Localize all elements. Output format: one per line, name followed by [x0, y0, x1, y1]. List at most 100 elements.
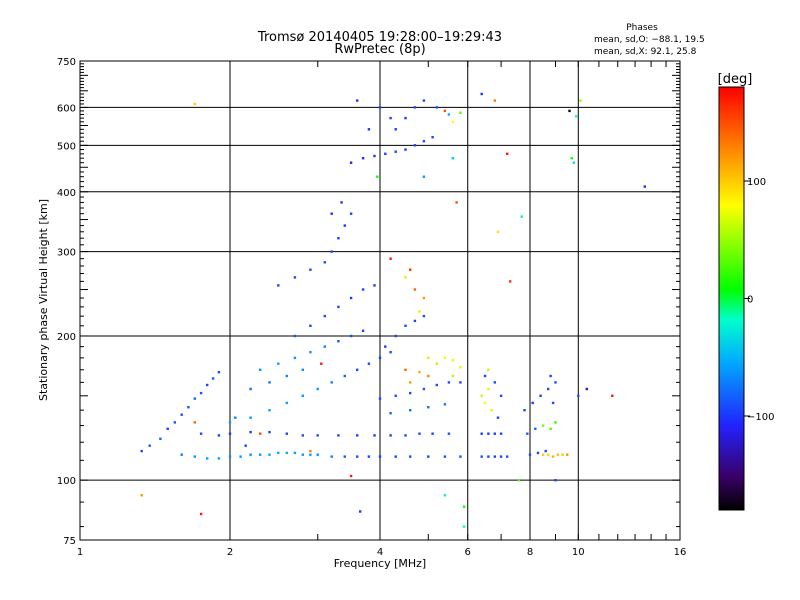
- data-point: [217, 457, 221, 460]
- data-point: [323, 345, 326, 348]
- data-point: [285, 374, 288, 378]
- data-point: [293, 276, 297, 279]
- data-point: [343, 374, 346, 378]
- x-tick-label: 2: [227, 547, 233, 558]
- data-point: [541, 453, 545, 456]
- data-point: [206, 383, 209, 387]
- data-point: [517, 479, 521, 482]
- data-point: [228, 432, 232, 435]
- data-point: [574, 115, 578, 118]
- data-point: [268, 430, 271, 434]
- data-point: [551, 455, 555, 458]
- data-point: [293, 356, 297, 360]
- data-point: [431, 136, 434, 139]
- data-point: [259, 453, 262, 456]
- data-point: [566, 453, 569, 456]
- y-axis-label: Stationary phase Virtual Height [km]: [37, 199, 50, 401]
- data-point: [309, 453, 312, 456]
- data-point: [211, 377, 215, 380]
- data-point: [544, 449, 547, 453]
- grid-lines: [80, 61, 680, 540]
- data-point: [309, 268, 312, 271]
- data-point: [561, 453, 564, 456]
- data-point: [301, 368, 304, 371]
- data-point: [394, 394, 397, 397]
- data-point: [367, 455, 371, 458]
- data-point: [413, 319, 417, 323]
- data-point: [199, 391, 203, 395]
- data-point: [323, 314, 326, 318]
- data-point: [217, 371, 221, 374]
- data-point: [384, 345, 387, 348]
- data-point: [422, 314, 426, 318]
- data-point: [487, 455, 490, 458]
- data-point: [493, 99, 496, 102]
- data-point: [549, 374, 552, 378]
- data-point: [554, 421, 557, 424]
- data-point: [541, 424, 545, 427]
- data-point: [389, 257, 392, 260]
- data-point: [259, 368, 262, 371]
- data-point: [349, 474, 353, 478]
- data-point: [422, 140, 426, 143]
- data-point: [187, 406, 190, 409]
- data-point: [585, 387, 588, 391]
- data-point: [427, 406, 430, 409]
- data-point: [356, 368, 359, 371]
- data-point: [367, 362, 371, 365]
- data-point: [378, 455, 382, 458]
- y-tick-label: 400: [57, 188, 76, 199]
- data-point: [443, 109, 447, 113]
- y-tick-label: 750: [57, 57, 76, 68]
- data-point: [435, 362, 438, 365]
- data-point: [316, 387, 319, 391]
- data-point: [293, 334, 297, 338]
- data-point: [459, 381, 462, 384]
- data-point: [451, 374, 454, 378]
- colorbar: [deg] 100 0 −100: [718, 72, 774, 511]
- data-point: [389, 434, 392, 437]
- data-point: [323, 261, 326, 264]
- data-point: [554, 381, 557, 384]
- data-point: [496, 230, 500, 233]
- data-point: [394, 455, 397, 458]
- data-point: [577, 394, 580, 397]
- data-point: [499, 394, 503, 397]
- data-point: [551, 401, 555, 405]
- data-point: [483, 374, 487, 378]
- data-point: [443, 494, 447, 497]
- data-point: [422, 387, 426, 391]
- chart-title: Tromsø 20140405 19:28:00–19:29:43: [257, 30, 502, 45]
- data-point: [462, 505, 466, 508]
- data-point: [356, 455, 359, 458]
- data-point: [487, 368, 490, 371]
- data-point: [422, 296, 426, 300]
- data-point: [549, 427, 552, 430]
- data-point: [259, 432, 262, 435]
- data-point: [373, 154, 376, 158]
- data-point: [293, 451, 297, 455]
- data-point: [193, 421, 196, 424]
- data-point: [462, 525, 466, 528]
- data-point: [356, 434, 359, 437]
- data-point: [361, 288, 365, 291]
- data-point: [378, 106, 382, 109]
- data-point: [159, 437, 162, 440]
- x-tick-label: 6: [465, 547, 471, 558]
- data-point: [206, 457, 209, 460]
- data-point: [367, 128, 371, 131]
- x-tick-label: 1: [77, 547, 83, 558]
- data-point: [249, 416, 252, 419]
- data-point: [418, 432, 421, 435]
- colorbar-tick-label: 100: [747, 177, 766, 188]
- data-point: [404, 148, 407, 151]
- data-point: [199, 512, 203, 516]
- data-point: [493, 381, 496, 384]
- data-point: [337, 434, 340, 437]
- data-point: [534, 427, 537, 430]
- data-point: [418, 310, 421, 313]
- data-point: [356, 99, 359, 102]
- data-point: [394, 334, 397, 338]
- data-point: [148, 444, 151, 447]
- data-point: [443, 403, 447, 406]
